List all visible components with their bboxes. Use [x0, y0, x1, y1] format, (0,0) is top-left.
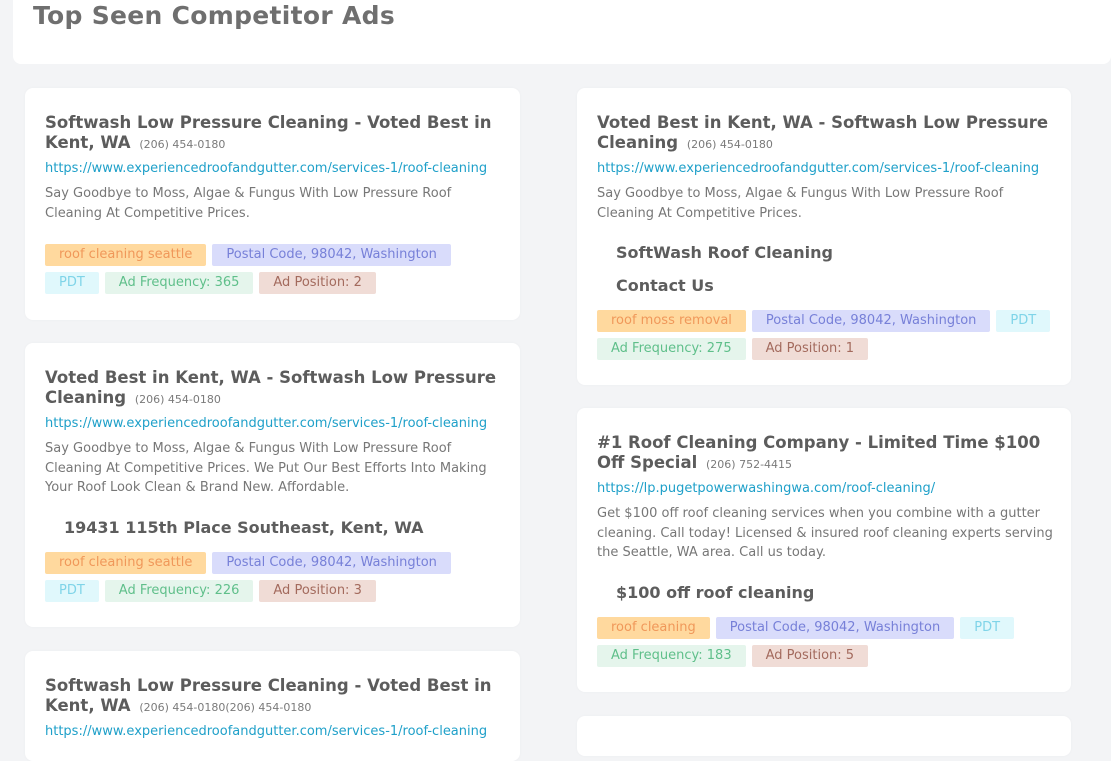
timezone-tag: PDT: [45, 580, 99, 602]
keyword-tag: roof moss removal: [597, 310, 746, 332]
postal-code-tag: Postal Code, 98042, Washington: [212, 244, 451, 266]
ad-sitelink[interactable]: 19431 115th Place Southeast, Kent, WA: [64, 518, 424, 537]
ad-position-tag: Ad Position: 5: [751, 645, 869, 667]
ad-card: Voted Best in Kent, WA - Softwash Low Pr…: [577, 88, 1071, 385]
ad-position-tag: Ad Position: 3: [259, 580, 376, 602]
ad-description: Get $100 off roof cleaning services when…: [597, 506, 1053, 560]
ad-card: Voted Best in Kent, WA - Softwash Low Pr…: [25, 343, 520, 627]
keyword-tag: roof cleaning: [597, 617, 710, 639]
keyword-tag: roof cleaning seattle: [45, 244, 207, 266]
ad-phone: (206) 454-0180: [134, 393, 221, 406]
ad-phone: (206) 454-0180: [139, 138, 226, 151]
ad-card: Softwash Low Pressure Cleaning - Voted B…: [25, 88, 520, 320]
ad-card: [577, 716, 1071, 756]
header-card: Top Seen Competitor Ads: [13, 0, 1111, 64]
ad-frequency-tag: Ad Frequency: 226: [104, 580, 254, 602]
ad-frequency-tag: Ad Frequency: 365: [104, 272, 254, 294]
ad-frequency-tag: Ad Frequency: 183: [597, 645, 746, 667]
keyword-tag: roof cleaning seattle: [45, 552, 207, 574]
timezone-tag: PDT: [960, 617, 1015, 639]
ad-url-link[interactable]: https://www.experiencedroofandgutter.com…: [45, 724, 488, 739]
ad-sitelink[interactable]: $100 off roof cleaning: [616, 583, 815, 602]
ad-title: Softwash Low Pressure Cleaning - Voted B…: [45, 113, 504, 155]
ad-title-text: Softwash Low Pressure Cleaning - Voted B…: [45, 676, 492, 715]
ad-url-link[interactable]: https://www.experiencedroofandgutter.com…: [45, 416, 488, 431]
ad-title: Voted Best in Kent, WA - Softwash Low Pr…: [45, 368, 504, 410]
ad-phone: (206) 454-0180(206) 454-0180: [139, 701, 312, 714]
ad-tags: roof cleaning seattle Postal Code, 98042…: [45, 552, 504, 602]
ad-description: Say Goodbye to Moss, Algae & Fungus With…: [45, 441, 487, 495]
ad-tags: roof moss removal Postal Code, 98042, Wa…: [597, 310, 1055, 360]
ad-title: Voted Best in Kent, WA - Softwash Low Pr…: [597, 113, 1055, 155]
ad-card: Softwash Low Pressure Cleaning - Voted B…: [25, 651, 520, 761]
ad-position-tag: Ad Position: 2: [259, 272, 376, 294]
ad-card: #1 Roof Cleaning Company - Limited Time …: [577, 408, 1071, 692]
ad-url-link[interactable]: https://www.experiencedroofandgutter.com…: [597, 161, 1040, 176]
ad-title-text: #1 Roof Cleaning Company - Limited Time …: [597, 433, 1041, 472]
ad-description: Say Goodbye to Moss, Algae & Fungus With…: [597, 186, 1004, 221]
postal-code-tag: Postal Code, 98042, Washington: [715, 617, 955, 639]
ad-url-link[interactable]: https://www.experiencedroofandgutter.com…: [45, 161, 488, 176]
ad-phone: (206) 454-0180: [686, 138, 773, 151]
ad-description: Say Goodbye to Moss, Algae & Fungus With…: [45, 186, 452, 221]
ad-title-text: Voted Best in Kent, WA - Softwash Low Pr…: [597, 113, 1049, 152]
ad-frequency-tag: Ad Frequency: 275: [597, 338, 746, 360]
timezone-tag: PDT: [45, 272, 99, 294]
ad-position-tag: Ad Position: 1: [751, 338, 869, 360]
ad-title-text: Softwash Low Pressure Cleaning - Voted B…: [45, 113, 492, 152]
ad-title: #1 Roof Cleaning Company - Limited Time …: [597, 433, 1055, 475]
timezone-tag: PDT: [996, 310, 1051, 332]
page-title: Top Seen Competitor Ads: [33, 1, 396, 30]
ad-sitelink[interactable]: Contact Us: [616, 276, 714, 295]
postal-code-tag: Postal Code, 98042, Washington: [751, 310, 991, 332]
ad-url-link[interactable]: https://lp.pugetpowerwashingwa.com/roof-…: [597, 481, 936, 496]
ad-tags: roof cleaning Postal Code, 98042, Washin…: [597, 617, 1055, 667]
ad-sitelink[interactable]: SoftWash Roof Cleaning: [616, 243, 833, 262]
ad-phone: (206) 752-4415: [706, 458, 793, 471]
ad-tags: roof cleaning seattle Postal Code, 98042…: [45, 244, 504, 294]
ad-title-text: Voted Best in Kent, WA - Softwash Low Pr…: [45, 368, 497, 407]
postal-code-tag: Postal Code, 98042, Washington: [212, 552, 451, 574]
ad-title: Softwash Low Pressure Cleaning - Voted B…: [45, 676, 504, 718]
